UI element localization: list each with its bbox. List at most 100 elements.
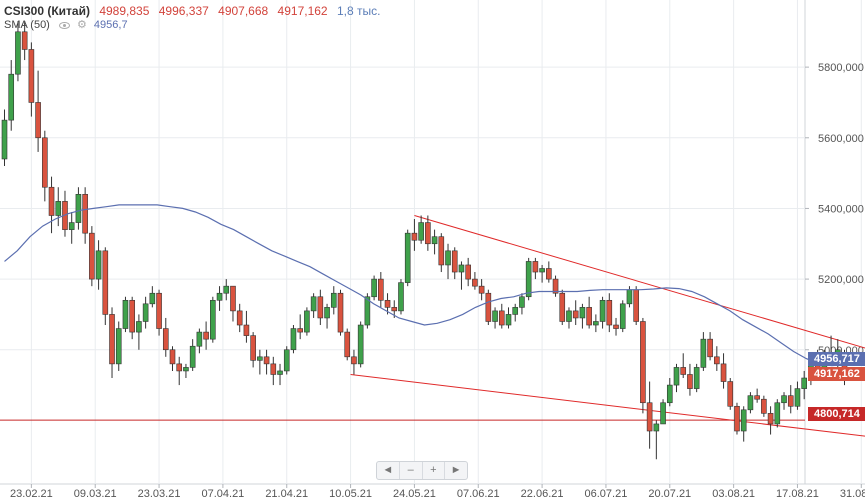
x-tick-label: 20.07.21	[648, 488, 691, 500]
eye-icon[interactable]	[58, 21, 70, 29]
candle-body	[734, 405, 740, 432]
candle-body	[398, 282, 404, 312]
x-tick-label: 17.08.21	[776, 488, 819, 500]
candle-body	[687, 374, 693, 389]
x-tick-label: 22.06.21	[521, 488, 564, 500]
y-tick-label: 5400,000	[818, 203, 864, 215]
zoom-in-button[interactable]: +	[423, 462, 446, 479]
candle-body	[378, 278, 384, 301]
x-tick-label: 09.03.21	[74, 488, 117, 500]
candle-body	[109, 314, 115, 365]
candle-body	[189, 345, 196, 368]
candle-body	[344, 331, 351, 358]
gear-icon[interactable]: ⚙	[76, 19, 87, 31]
candle-body	[35, 102, 41, 139]
x-tick-label: 06.07.21	[585, 488, 628, 500]
candle-body	[142, 303, 149, 322]
scroll-right-button[interactable]: ►	[450, 464, 462, 476]
candlestick-series	[1, 21, 848, 460]
resistance-trendline	[414, 215, 865, 349]
candle-body	[42, 137, 48, 188]
support-trendline	[350, 373, 865, 437]
candle-body	[619, 303, 626, 329]
candle-body	[196, 331, 203, 347]
sma-price-tag: 4956,717	[808, 352, 865, 366]
candle-body	[1, 119, 8, 160]
candle-body	[21, 31, 28, 50]
level-price-tag: 4800,714	[808, 407, 865, 421]
candle-body	[700, 338, 707, 368]
candle-body	[95, 250, 102, 280]
candle-body	[371, 278, 377, 298]
candle-body	[613, 324, 619, 329]
candle-body	[404, 232, 411, 283]
candle-body	[297, 328, 303, 333]
y-tick-label: 5800,000	[818, 62, 864, 74]
y-tick-label: 5200,000	[818, 274, 864, 286]
candle-body	[552, 278, 559, 294]
candle-body	[210, 299, 216, 340]
x-tick-label: 21.04.21	[265, 488, 308, 500]
candle-body	[176, 363, 183, 372]
candle-body	[485, 292, 492, 322]
candle-body	[418, 222, 424, 241]
candle-body	[606, 299, 613, 326]
candle-body	[68, 222, 75, 230]
candle-body	[89, 232, 95, 280]
candle-body	[102, 250, 109, 315]
candle-body	[747, 395, 754, 411]
candle-body	[310, 296, 317, 312]
candle-body	[236, 310, 243, 326]
candle-body	[337, 292, 344, 333]
candle-body	[512, 307, 519, 315]
candle-body	[203, 331, 209, 340]
candle-body	[162, 328, 169, 351]
candle-body	[438, 236, 445, 266]
candle-body	[727, 381, 734, 407]
trend-lines	[350, 215, 865, 437]
candle-body	[693, 367, 700, 389]
candle-body	[55, 201, 62, 216]
candle-body	[263, 356, 270, 365]
volume-value: 1,8 тыс.	[336, 4, 381, 18]
candle-body	[532, 261, 539, 273]
candle-body	[115, 328, 122, 365]
candle-body	[559, 292, 566, 322]
candle-body	[519, 296, 525, 308]
candle-body	[28, 49, 35, 103]
scroll-left-button[interactable]: ◄	[377, 462, 400, 479]
candle-body	[787, 395, 794, 407]
candle-body	[707, 338, 713, 358]
sma-value: 4956,7	[93, 19, 128, 31]
candle-body	[761, 398, 767, 414]
candle-body	[82, 194, 88, 234]
candle-body	[330, 292, 337, 308]
x-tick-label: 31.08.21	[840, 488, 865, 500]
candle-body	[767, 413, 774, 425]
candle-body	[304, 310, 310, 333]
zoom-out-button[interactable]: –	[400, 462, 423, 479]
candle-body	[290, 328, 297, 351]
candle-body	[599, 299, 606, 322]
candle-body	[478, 285, 485, 294]
candle-body	[129, 299, 135, 333]
candle-body	[465, 264, 471, 280]
x-tick-label: 24.05.21	[393, 488, 436, 500]
candle-body	[653, 423, 660, 432]
candle-body	[250, 335, 256, 361]
x-tick-label: 07.04.21	[201, 488, 244, 500]
candle-body	[156, 292, 162, 329]
last-price-tag: 4917,162	[808, 367, 865, 381]
low-value: 4907,668	[218, 4, 269, 18]
candle-body	[498, 310, 505, 326]
candle-body	[633, 289, 639, 322]
candle-body	[8, 73, 15, 121]
candle-body	[458, 264, 465, 273]
candle-body	[673, 367, 680, 386]
candle-body	[586, 307, 592, 326]
candle-body	[122, 299, 129, 329]
candle-body	[149, 292, 156, 305]
candle-body	[216, 292, 223, 301]
candle-body	[593, 321, 599, 326]
